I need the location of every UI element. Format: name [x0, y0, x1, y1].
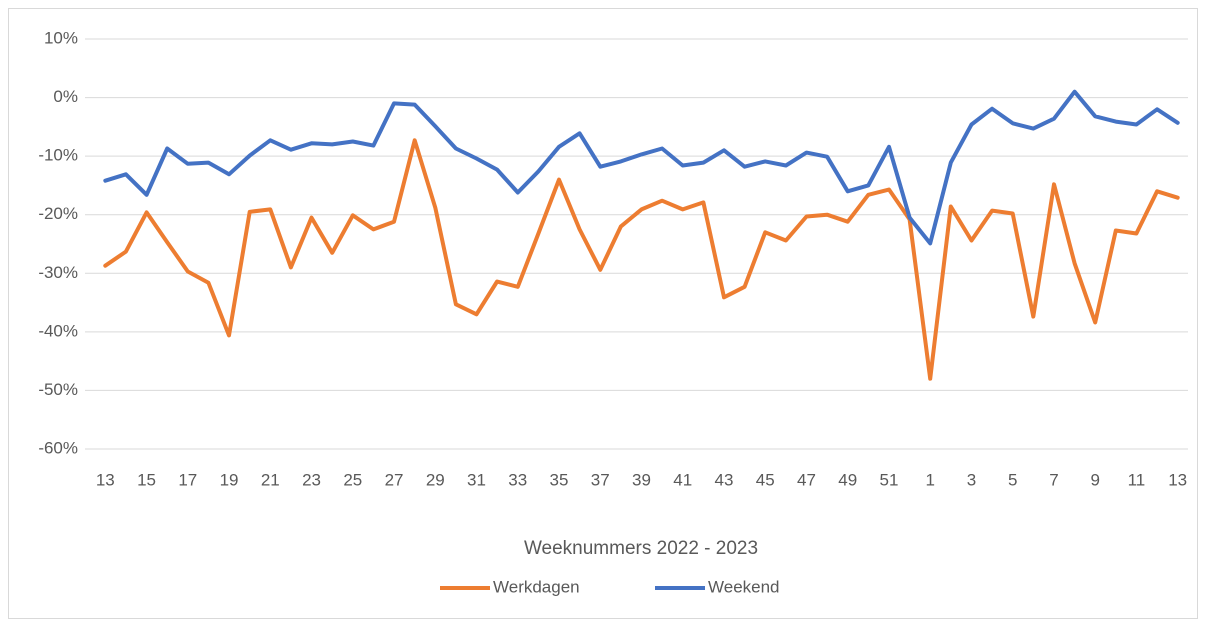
legend-label: Werkdagen	[493, 577, 580, 596]
x-tick-label: 17	[178, 470, 197, 489]
x-tick-label: 1	[925, 470, 934, 489]
x-tick-label: 29	[426, 470, 445, 489]
x-tick-label: 13	[1168, 470, 1187, 489]
x-tick-label: 41	[673, 470, 692, 489]
y-tick-label: -10%	[38, 146, 78, 165]
x-tick-label: 51	[880, 470, 899, 489]
x-tick-label: 13	[96, 470, 115, 489]
x-tick-label: 45	[756, 470, 775, 489]
x-tick-label: 3	[967, 470, 976, 489]
x-tick-label: 23	[302, 470, 321, 489]
x-tick-label: 47	[797, 470, 816, 489]
chart-border	[8, 8, 1198, 619]
series-line	[103, 138, 1180, 381]
x-tick-label: 9	[1090, 470, 1099, 489]
y-tick-label: 0%	[53, 87, 78, 106]
x-tick-label: 27	[385, 470, 404, 489]
x-tick-label: 39	[632, 470, 651, 489]
x-tick-label: 5	[1008, 470, 1017, 489]
x-tick-label: 19	[220, 470, 239, 489]
x-tick-label: 21	[261, 470, 280, 489]
x-tick-label: 25	[343, 470, 362, 489]
x-tick-label: 15	[137, 470, 156, 489]
y-tick-label: -50%	[38, 380, 78, 399]
y-tick-label: -30%	[38, 263, 78, 282]
y-tick-label: -40%	[38, 321, 78, 340]
x-tick-label: 35	[550, 470, 569, 489]
x-tick-label: 43	[715, 470, 734, 489]
x-tick-label: 33	[508, 470, 527, 489]
x-tick-label: 31	[467, 470, 486, 489]
y-tick-label: -20%	[38, 204, 78, 223]
legend-label: Weekend	[708, 577, 780, 596]
x-axis-label: Weeknummers 2022 - 2023	[524, 538, 758, 559]
series-line	[103, 89, 1180, 246]
x-tick-label: 7	[1049, 470, 1058, 489]
y-tick-label: -60%	[38, 438, 78, 457]
y-tick-label: 10%	[44, 28, 78, 47]
x-tick-label: 11	[1128, 470, 1146, 489]
x-tick-label: 37	[591, 470, 610, 489]
x-tick-label: 49	[838, 470, 857, 489]
